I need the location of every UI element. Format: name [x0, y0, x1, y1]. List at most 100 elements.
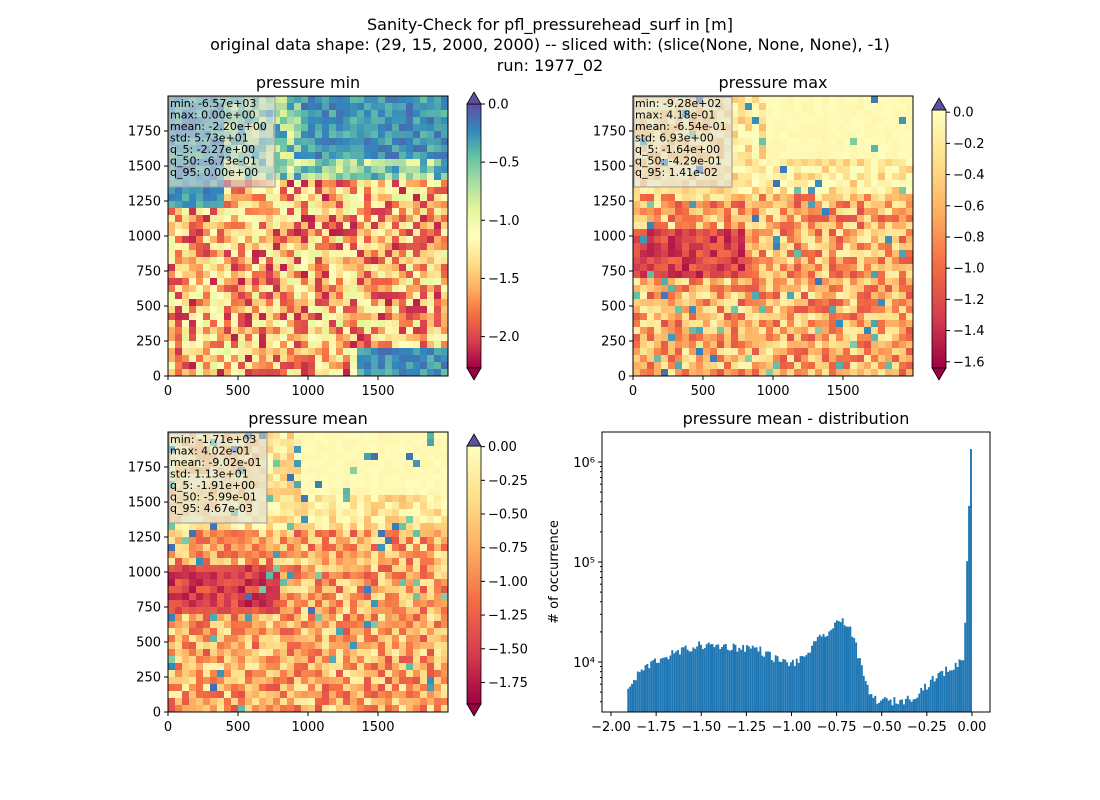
histogram-bar: [740, 649, 743, 712]
colorbar-tick-label: 0.00: [488, 440, 517, 455]
histogram-bar: [935, 678, 938, 712]
histogram-bar: [677, 650, 679, 712]
histogram-bar: [799, 656, 802, 712]
stats-line: q_50: -6.73e-01: [170, 155, 257, 168]
histogram-bar: [824, 636, 827, 712]
histogram-bar: [814, 641, 817, 712]
colorbar-tick-label: −1.0: [488, 214, 520, 229]
x-tick-label: 500: [226, 720, 251, 735]
y-tick-label: 500: [601, 300, 626, 315]
histogram-bar: [891, 705, 894, 712]
colorbar-tick-label: 0.0: [488, 98, 509, 113]
stats-line: q_50: -4.29e-01: [635, 155, 722, 168]
y-tick-label: 0: [618, 370, 626, 385]
histogram-bar: [721, 646, 724, 712]
histogram-bar: [667, 659, 670, 712]
histogram-bar: [797, 662, 800, 712]
histogram-bar: [904, 698, 907, 712]
histogram-bar: [943, 675, 946, 712]
colorbar-tick-label: −1.2: [953, 293, 985, 308]
figure-title-line-3: run: 1977_02: [497, 56, 603, 76]
colorbar-tick-label: −0.25: [488, 474, 528, 489]
histogram-bar: [937, 673, 940, 712]
histogram-bar: [705, 644, 708, 712]
histogram-bar: [690, 651, 693, 712]
histogram-bar: [931, 675, 934, 712]
histogram-bar: [820, 636, 823, 712]
histogram-bar: [654, 658, 656, 712]
histogram-bar: [634, 680, 637, 712]
histogram-bar: [910, 701, 913, 712]
histogram-bar: [912, 699, 915, 712]
x-tick-label: −2.00: [591, 720, 631, 735]
histogram-bar: [948, 670, 951, 712]
figure-title-line-2: original data shape: (29, 15, 2000, 2000…: [210, 35, 890, 54]
histogram-bar: [636, 671, 639, 712]
histogram-bar: [719, 649, 722, 712]
histogram-bar: [962, 660, 965, 712]
histogram-bar: [793, 665, 796, 712]
histogram-bar: [786, 662, 789, 712]
colorbar-tick-label: −0.8: [953, 230, 985, 245]
figure-title-line-1: Sanity-Check for pfl_pressurehead_surf i…: [367, 15, 733, 35]
histogram-bar: [633, 679, 635, 712]
histogram-bar: [650, 661, 653, 712]
colorbar-extend-top: [466, 433, 482, 447]
histogram-bar: [791, 659, 794, 712]
histogram-bar: [736, 651, 739, 712]
histogram-bar: [803, 656, 806, 712]
histogram-bar: [709, 644, 712, 712]
x-tick-label: 1500: [826, 384, 859, 399]
panel-title: pressure mean: [248, 409, 368, 428]
histogram-bar: [862, 675, 865, 712]
histogram-bar: [774, 655, 777, 712]
histogram-bar: [835, 620, 838, 712]
histogram-bar: [906, 695, 909, 712]
colorbar-gradient: [931, 109, 947, 369]
colorbar-tick-label: −1.75: [488, 676, 528, 691]
colorbar-tick-label: −1.25: [488, 609, 528, 624]
histogram-bar: [696, 646, 699, 712]
stats-line: q_5: -2.27e+00: [170, 143, 255, 156]
histogram-bar: [857, 658, 859, 712]
histogram-bar: [768, 651, 771, 712]
histogram-bar: [822, 633, 825, 712]
stats-line: q_95: 4.67e-03: [170, 502, 253, 515]
y-tick-label: 750: [136, 601, 161, 616]
histogram-bar: [751, 645, 754, 712]
histogram-bar: [945, 666, 948, 712]
stats-line: min: -9.28e+02: [635, 97, 721, 110]
histogram-bar: [860, 665, 863, 712]
colorbar-extend-bottom: [931, 367, 947, 381]
histogram-bar: [858, 658, 861, 712]
histogram-bar: [839, 622, 842, 712]
histogram-bar: [941, 670, 944, 712]
colorbar-tick-label: −1.00: [488, 575, 528, 590]
histogram-bar: [929, 679, 932, 712]
histogram-bar: [701, 649, 704, 712]
histogram-bar: [644, 665, 647, 712]
histogram-bar: [788, 665, 791, 712]
colorbar-extend-bottom: [466, 367, 482, 381]
colorbar: 0.00 −0.25 −0.50 −0.75 −1.00 −1.25 −1.50 −1.75: [466, 433, 528, 717]
stats-line: q_5: -1.91e+00: [170, 479, 255, 492]
histogram-bar: [947, 671, 949, 712]
histogram-bar: [749, 648, 752, 712]
histogram-bar: [880, 700, 882, 712]
histogram-bar: [755, 647, 758, 712]
stats-line: max: 4.02e-01: [170, 445, 250, 458]
y-tick-label: 750: [136, 265, 161, 280]
histogram-bar: [874, 695, 877, 712]
histogram-bar: [826, 635, 829, 712]
histogram-bar: [853, 638, 856, 712]
histogram-bar: [893, 697, 896, 712]
stats-line: min: -1.71e+03: [170, 433, 256, 446]
histogram-bar: [872, 697, 875, 712]
histogram-bar: [780, 662, 783, 712]
x-tick-label: 0.00: [957, 720, 986, 735]
colorbar-tick-label: −1.50: [488, 642, 528, 657]
histogram-bar: [642, 670, 645, 712]
stats-line: std: 5.73e+01: [170, 132, 249, 145]
histogram-bar: [665, 656, 668, 712]
